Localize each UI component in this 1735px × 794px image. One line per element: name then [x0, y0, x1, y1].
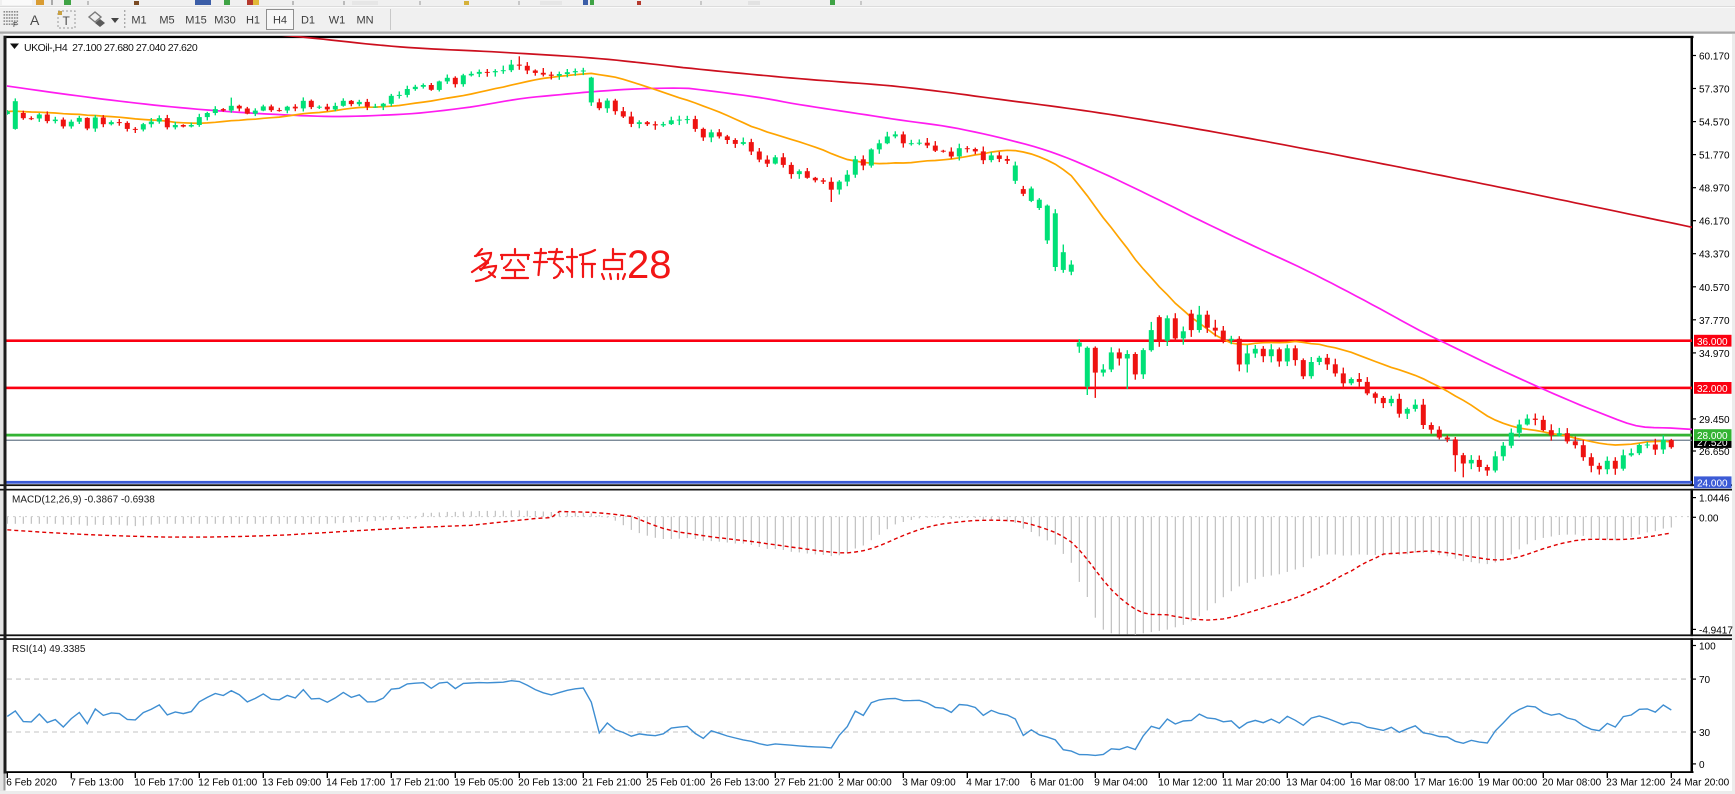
svg-text:D1: D1 — [301, 15, 315, 27]
svg-text:20 Feb 13:00: 20 Feb 13:00 — [518, 778, 577, 789]
svg-text:9 Mar 04:00: 9 Mar 04:00 — [1094, 778, 1148, 789]
svg-text:10 Feb 17:00: 10 Feb 17:00 — [134, 778, 193, 789]
svg-text:26 Feb 13:00: 26 Feb 13:00 — [710, 778, 769, 789]
svg-text:M1: M1 — [131, 15, 146, 27]
svg-text:48.970: 48.970 — [1699, 184, 1730, 195]
svg-text:12 Feb 01:00: 12 Feb 01:00 — [198, 778, 257, 789]
svg-text:RSI(14) 49.3385: RSI(14) 49.3385 — [12, 644, 86, 655]
svg-text:0.00: 0.00 — [1699, 513, 1719, 524]
svg-text:6 Feb 2020: 6 Feb 2020 — [6, 778, 57, 789]
svg-text:28: 28 — [627, 243, 672, 287]
svg-text:14 Feb 17:00: 14 Feb 17:00 — [326, 778, 385, 789]
svg-text:36.000: 36.000 — [1697, 337, 1728, 348]
svg-text:MACD(12,26,9) -0.3867 -0.6938: MACD(12,26,9) -0.3867 -0.6938 — [12, 495, 155, 506]
svg-text:51.770: 51.770 — [1699, 151, 1730, 162]
svg-text:26.650: 26.650 — [1699, 447, 1730, 458]
svg-text:27.520: 27.520 — [1697, 438, 1728, 449]
svg-text:100: 100 — [1699, 642, 1716, 653]
svg-text:24.000: 24.000 — [1697, 478, 1728, 489]
svg-text:34.970: 34.970 — [1699, 349, 1730, 360]
svg-text:30: 30 — [1699, 728, 1711, 739]
svg-text:24 Mar 20:00: 24 Mar 20:00 — [1670, 778, 1729, 789]
svg-text:W1: W1 — [329, 15, 346, 27]
svg-text:F: F — [13, 22, 17, 29]
svg-text:3 Mar 09:00: 3 Mar 09:00 — [902, 778, 956, 789]
svg-text:-4.9417: -4.9417 — [1699, 625, 1733, 636]
svg-text:6 Mar 01:00: 6 Mar 01:00 — [1030, 778, 1084, 789]
svg-text:46.170: 46.170 — [1699, 217, 1730, 228]
svg-text:A: A — [30, 12, 40, 28]
svg-text:43.370: 43.370 — [1699, 250, 1730, 261]
svg-text:27 Feb 21:00: 27 Feb 21:00 — [774, 778, 833, 789]
svg-text:17 Feb 21:00: 17 Feb 21:00 — [390, 778, 449, 789]
svg-text:11 Mar 20:00: 11 Mar 20:00 — [1222, 778, 1281, 789]
svg-text:19 Feb 05:00: 19 Feb 05:00 — [454, 778, 513, 789]
svg-text:40.570: 40.570 — [1699, 283, 1730, 294]
svg-text:37.770: 37.770 — [1699, 316, 1730, 327]
svg-text:20 Mar 08:00: 20 Mar 08:00 — [1542, 778, 1601, 789]
svg-text:17 Mar 16:00: 17 Mar 16:00 — [1414, 778, 1473, 789]
svg-text:29.450: 29.450 — [1699, 415, 1730, 426]
svg-text:H1: H1 — [246, 15, 260, 27]
svg-text:H4: H4 — [273, 15, 287, 27]
svg-text:MN: MN — [356, 15, 373, 27]
svg-text:M30: M30 — [214, 15, 235, 27]
svg-text:28.000: 28.000 — [1697, 431, 1728, 442]
svg-text:23 Mar 12:00: 23 Mar 12:00 — [1606, 778, 1665, 789]
svg-text:13 Mar 04:00: 13 Mar 04:00 — [1286, 778, 1345, 789]
svg-text:1.0446: 1.0446 — [1699, 494, 1730, 505]
svg-text:13 Feb 09:00: 13 Feb 09:00 — [262, 778, 321, 789]
svg-text:M5: M5 — [159, 15, 174, 27]
svg-text:T: T — [63, 14, 71, 28]
svg-text:25 Feb 01:00: 25 Feb 01:00 — [646, 778, 705, 789]
svg-text:M15: M15 — [185, 15, 206, 27]
svg-text:4 Mar 17:00: 4 Mar 17:00 — [966, 778, 1020, 789]
svg-text:10 Mar 12:00: 10 Mar 12:00 — [1158, 778, 1217, 789]
svg-text:57.370: 57.370 — [1699, 85, 1730, 96]
svg-text:70: 70 — [1699, 675, 1711, 686]
svg-text:19 Mar 00:00: 19 Mar 00:00 — [1478, 778, 1537, 789]
svg-text:32.000: 32.000 — [1697, 384, 1728, 395]
svg-text:UKOil-,H4 27.100 27.680 27.04: UKOil-,H4 27.100 27.680 27.040 27.620 — [24, 42, 198, 54]
svg-text:54.570: 54.570 — [1699, 118, 1730, 129]
svg-text:60.170: 60.170 — [1699, 52, 1730, 63]
svg-text:7 Feb 13:00: 7 Feb 13:00 — [70, 778, 124, 789]
svg-text:21 Feb 21:00: 21 Feb 21:00 — [582, 778, 641, 789]
svg-text:2 Mar 00:00: 2 Mar 00:00 — [838, 778, 892, 789]
svg-text:16 Mar 08:00: 16 Mar 08:00 — [1350, 778, 1409, 789]
svg-text:0: 0 — [1699, 760, 1705, 771]
